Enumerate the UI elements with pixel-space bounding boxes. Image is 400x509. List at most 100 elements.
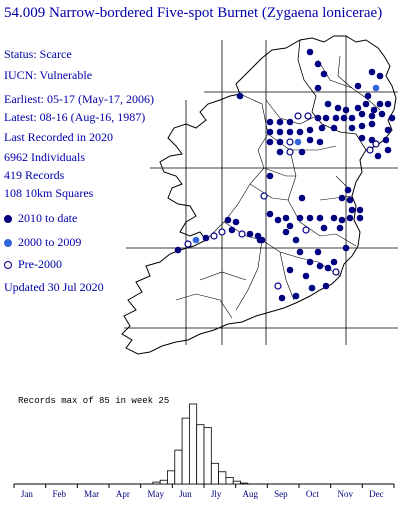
- histogram-bars: [152, 403, 249, 485]
- record-dot-recent: [266, 128, 274, 136]
- record-dot-recent: [330, 258, 338, 266]
- record-dot-recent: [368, 112, 376, 120]
- record-dot-2000s: [372, 84, 380, 92]
- squares-text: 108 10km Squares: [4, 186, 94, 200]
- record-dot-recent: [314, 84, 322, 92]
- updated-text: Updated 30 Jul 2020: [4, 280, 104, 294]
- record-dot-recent: [338, 216, 346, 224]
- record-dot-pre2000: [238, 230, 246, 238]
- record-dot-recent: [282, 228, 290, 236]
- record-dot-pre2000: [210, 232, 218, 240]
- histogram-bar: [188, 403, 198, 485]
- month-label: Aug: [242, 489, 259, 499]
- record-dot-recent: [384, 146, 392, 154]
- histogram-bar: [203, 427, 212, 485]
- record-dot-recent: [358, 122, 366, 130]
- record-dot-recent: [296, 214, 304, 222]
- histogram-bar: [174, 449, 183, 485]
- record-dot-recent: [292, 236, 300, 244]
- record-dot-recent: [378, 110, 386, 118]
- record-dot-recent: [308, 284, 316, 292]
- record-dot-recent: [376, 100, 384, 108]
- record-dot-recent: [322, 114, 330, 122]
- record-dot-recent: [266, 210, 274, 218]
- record-dots: [174, 48, 396, 302]
- record-dot-recent: [246, 230, 254, 238]
- record-dot-recent: [384, 126, 392, 134]
- record-dot-recent: [316, 214, 324, 222]
- record-dot-recent: [370, 106, 378, 114]
- month-label: May: [147, 489, 165, 499]
- record-dot-recent: [330, 124, 338, 132]
- status-text: Status: Scarce: [4, 47, 72, 61]
- record-dot-recent: [282, 214, 290, 222]
- latest-text: Latest: 08-16 (Aug-16, 1987): [4, 110, 146, 124]
- record-dot-pre2000: [286, 148, 294, 156]
- record-dot-recent: [362, 100, 370, 108]
- record-dot-recent: [348, 114, 356, 122]
- record-dot-recent: [174, 246, 182, 254]
- month-label: Dec: [369, 489, 384, 499]
- histogram-bar: [167, 470, 176, 485]
- record-dot-recent: [324, 100, 332, 108]
- iucn-text: IUCN: Vulnerable: [4, 68, 93, 82]
- border-line: [297, 39, 367, 151]
- record-dot-recent: [330, 214, 338, 222]
- record-dot-recent: [306, 258, 314, 266]
- record-dot-recent: [344, 186, 352, 194]
- legend-label: 2000 to 2009: [18, 235, 82, 249]
- record-dot-recent: [274, 216, 282, 224]
- record-dot-recent: [368, 68, 376, 76]
- record-dot-recent: [298, 148, 306, 156]
- record-dot-recent: [232, 218, 240, 226]
- distribution-map: [121, 35, 398, 355]
- month-label: Feb: [52, 489, 67, 499]
- record-dot-recent: [340, 114, 348, 122]
- record-dot-recent: [276, 138, 284, 146]
- record-dot-recent: [364, 92, 372, 100]
- record-dot-recent: [228, 226, 236, 234]
- records-text: 419 Records: [4, 168, 65, 182]
- legend-item-2000s: 2000 to 2009: [4, 235, 81, 250]
- legend-item-pre2000: Pre-2000: [4, 257, 62, 272]
- record-dot-recent: [368, 120, 376, 128]
- histogram-bar: [218, 471, 227, 485]
- record-dot-recent: [266, 118, 274, 126]
- record-dot-recent: [276, 128, 284, 136]
- record-dot-recent: [320, 224, 328, 232]
- month-label: Sep: [274, 489, 288, 499]
- record-dot-recent: [346, 214, 354, 222]
- record-dot-recent: [306, 126, 314, 134]
- month-label: Jan: [20, 489, 33, 499]
- filled-dot-icon: [4, 238, 12, 247]
- record-dot-recent: [346, 196, 354, 204]
- histogram-bar: [152, 481, 161, 485]
- histogram-bar: [225, 477, 234, 485]
- legend-label: 2010 to date: [18, 211, 78, 225]
- record-dot-recent: [336, 224, 344, 232]
- open-dot-icon: [4, 260, 12, 269]
- record-dot-recent: [224, 216, 232, 224]
- histogram-bar: [181, 417, 190, 485]
- record-dot-recent: [358, 110, 366, 118]
- record-dot-recent: [278, 294, 286, 302]
- record-dot-recent: [348, 206, 356, 214]
- record-dot-recent: [314, 114, 322, 122]
- record-dot-recent: [316, 262, 324, 270]
- record-dot-recent: [356, 206, 364, 214]
- record-dot-recent: [332, 114, 340, 122]
- record-dot-pre2000: [304, 112, 312, 120]
- record-dot-recent: [334, 104, 342, 112]
- legend-item-recent: 2010 to date: [4, 211, 77, 226]
- record-dot-2000s: [192, 236, 200, 244]
- record-dot-recent: [314, 248, 322, 256]
- record-dot-recent: [388, 114, 396, 122]
- record-dot-recent: [354, 82, 362, 90]
- month-label: Mar: [84, 489, 100, 499]
- record-dot-recent: [314, 60, 322, 68]
- record-dot-recent: [318, 124, 326, 132]
- record-dot-recent: [324, 264, 332, 272]
- record-dot-pre2000: [274, 282, 282, 290]
- record-dot-pre2000: [286, 138, 294, 146]
- record-dot-recent: [358, 134, 366, 142]
